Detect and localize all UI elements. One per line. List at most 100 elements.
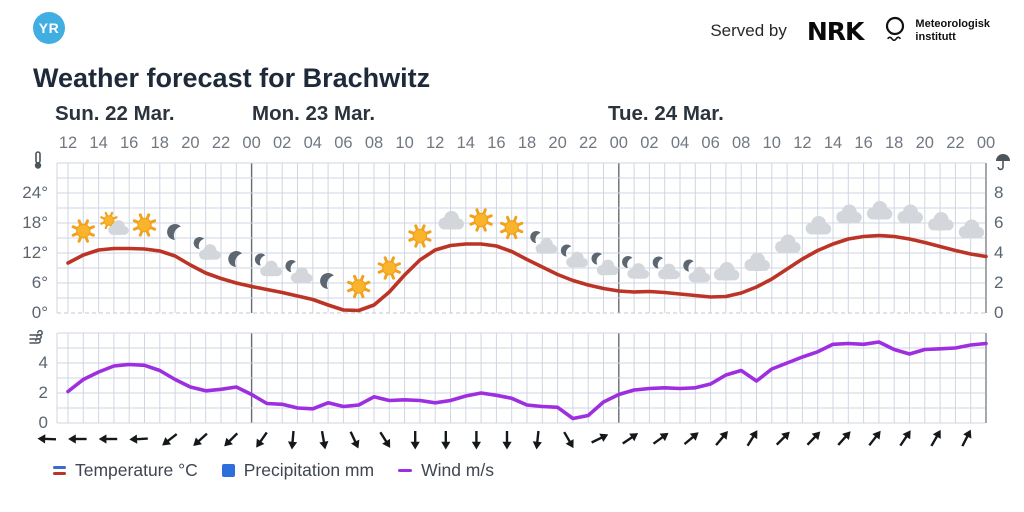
moon-icon xyxy=(622,256,633,268)
sun-icon xyxy=(500,215,524,240)
cloud-icon xyxy=(108,220,129,235)
cloud-icon xyxy=(260,260,282,277)
wind-direction-arrow xyxy=(68,434,87,444)
moon-icon xyxy=(652,256,664,269)
legend-item-wind: Wind m/s xyxy=(398,460,494,481)
hour-label: 12 xyxy=(58,134,78,152)
hour-label: 00 xyxy=(242,134,261,152)
precipitation-tick: 8 xyxy=(994,183,1004,202)
hour-label: 04 xyxy=(670,134,690,152)
hour-label: 02 xyxy=(273,134,292,152)
wind-direction-arrow xyxy=(775,431,790,446)
wind-direction-arrow xyxy=(837,431,851,446)
wind-direction-arrow xyxy=(441,431,451,450)
moon-icon xyxy=(683,259,694,272)
wind-tick: 0 xyxy=(38,413,48,432)
hour-label: 08 xyxy=(732,134,751,152)
hour-label: 18 xyxy=(885,134,904,152)
legend-label-temperature: Temperature °C xyxy=(75,460,198,480)
sun-icon xyxy=(132,213,157,237)
cloud-icon xyxy=(775,234,801,253)
wind-direction-arrow xyxy=(746,430,758,447)
precipitation-tick: 6 xyxy=(994,213,1004,232)
cloud-icon xyxy=(928,212,954,231)
wind-tick: 2 xyxy=(38,383,48,402)
wind-direction-arrow xyxy=(224,432,239,447)
cloud-icon xyxy=(897,204,923,223)
hour-label: 22 xyxy=(579,134,598,152)
met-institute-icon xyxy=(883,16,907,46)
wind-direction-arrow xyxy=(683,432,699,446)
moon-icon xyxy=(254,253,266,266)
page-title: Weather forecast for Brachwitz xyxy=(33,63,431,93)
hour-label: 08 xyxy=(364,134,384,152)
sun-icon xyxy=(347,274,371,299)
sun-icon xyxy=(469,208,493,232)
wind-direction-arrow xyxy=(193,432,208,447)
wind-direction-arrow xyxy=(532,430,542,450)
moon-icon xyxy=(320,272,334,289)
day-header-monday: Mon. 23 Mar. xyxy=(252,102,376,125)
hour-label: 12 xyxy=(426,134,445,152)
hour-label: 04 xyxy=(303,134,322,152)
cloud-icon xyxy=(958,219,985,238)
wind-direction-arrow xyxy=(961,429,972,447)
cloud-icon xyxy=(290,267,313,283)
temperature-legend-icon xyxy=(53,466,66,475)
cloud-icon xyxy=(438,211,464,230)
moon-icon xyxy=(285,260,296,272)
wind-direction-arrow xyxy=(471,431,481,450)
cloud-icon xyxy=(744,252,770,271)
precipitation-tick: 0 xyxy=(994,303,1004,322)
sun-icon xyxy=(377,256,401,280)
wind-direction-arrow xyxy=(806,431,821,446)
moon-icon xyxy=(167,223,181,240)
temperature-tick: 0° xyxy=(31,303,48,322)
header-attribution: Served by NRK Meteorologisk institutt xyxy=(710,12,990,50)
hour-label: 12 xyxy=(793,134,812,152)
wind-direction-arrow xyxy=(162,433,178,446)
day-header-sunday: Sun. 22 Mar. xyxy=(55,102,175,125)
yr-logo[interactable]: YR xyxy=(33,12,65,44)
hour-label: 10 xyxy=(762,134,781,152)
wind-direction-arrow xyxy=(410,431,420,450)
cloud-icon xyxy=(658,263,680,280)
hour-label: 14 xyxy=(89,134,108,152)
wind-direction-arrow xyxy=(98,434,118,444)
wind-direction-arrow xyxy=(563,431,574,449)
wind-line xyxy=(66,340,988,421)
moon-icon xyxy=(560,244,572,257)
precipitation-tick: 2 xyxy=(994,273,1004,292)
hour-label: 00 xyxy=(976,134,996,152)
wind-direction-arrow xyxy=(37,434,57,444)
hour-label: 02 xyxy=(640,134,659,152)
temperature-tick: 24° xyxy=(22,183,48,202)
cloud-icon xyxy=(688,266,711,283)
umbrella-icon xyxy=(996,154,1010,171)
thermometer-icon xyxy=(34,151,42,169)
hour-label: 10 xyxy=(395,134,414,152)
wind-tick: 4 xyxy=(38,353,48,372)
wind-direction-arrow xyxy=(502,431,512,450)
hour-label: 22 xyxy=(946,134,965,152)
hour-label: 06 xyxy=(701,134,720,152)
hour-label: 06 xyxy=(334,134,353,152)
precipitation-tick: 4 xyxy=(994,243,1004,262)
wind-direction-arrow xyxy=(379,431,391,448)
cloud-icon xyxy=(199,244,221,260)
met-institute-logo[interactable]: Meteorologisk institutt xyxy=(883,16,990,46)
hour-label: 00 xyxy=(609,134,628,152)
hour-label: 16 xyxy=(120,134,139,152)
wind-direction-arrow xyxy=(256,431,268,448)
hour-label: 14 xyxy=(823,134,843,152)
nrk-logo[interactable]: NRK xyxy=(806,16,865,46)
legend-item-precipitation: Precipitation mm xyxy=(221,460,374,481)
wind-direction-arrow xyxy=(652,432,669,445)
wind-direction-arrow xyxy=(349,431,360,449)
wind-direction-arrow xyxy=(622,433,639,445)
hour-label: 20 xyxy=(915,134,934,152)
cloud-icon xyxy=(535,238,558,254)
wind-direction-arrow xyxy=(868,430,881,447)
